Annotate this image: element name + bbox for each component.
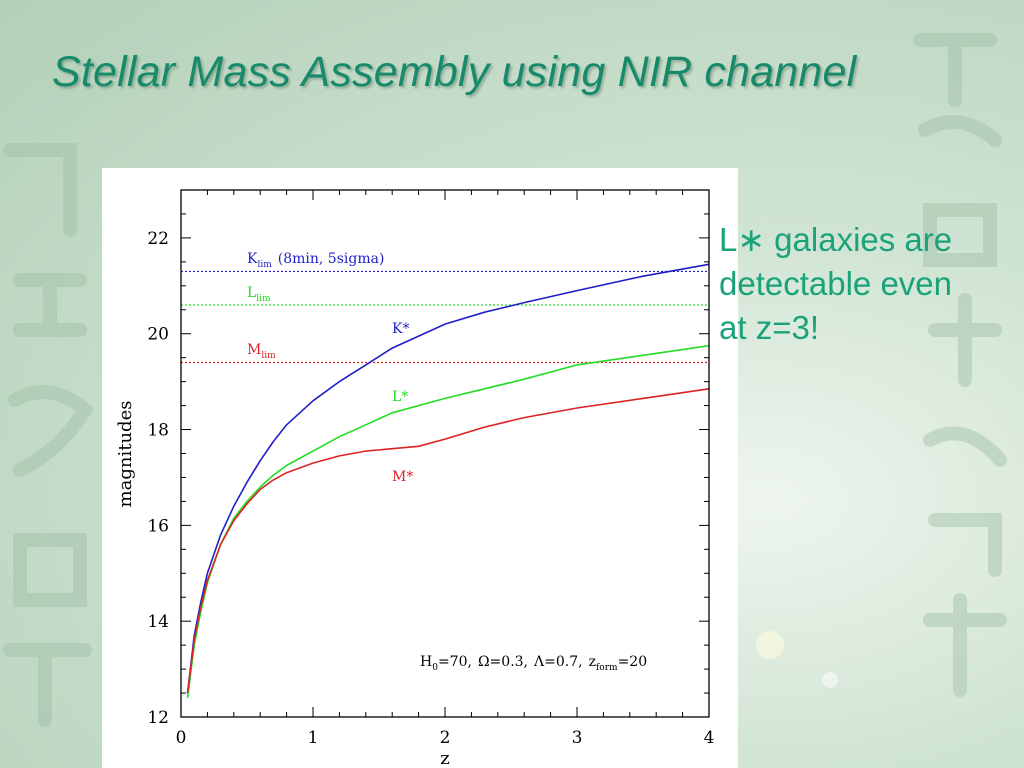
m-lim-sub: lim (261, 351, 276, 361)
x-tick-label: 4 (704, 728, 715, 748)
k-lim-sub: lim (257, 260, 272, 270)
param-lambda: Λ=0.7, (533, 654, 583, 670)
param-z-val: =20 (618, 654, 648, 670)
x-axis-label: z (440, 748, 449, 768)
k-star-label: K* (392, 321, 409, 337)
chart-panel: 0 1 2 3 4 12 14 16 18 20 22 z magnitudes Klim (8min… (102, 168, 738, 768)
side-note-line-3: at z=3! (719, 309, 819, 346)
param-h-val: =70, (438, 654, 472, 670)
x-tick-label: 0 (176, 728, 187, 748)
series-k-star-line (186, 263, 710, 694)
slide-title: Stellar Mass Assembly using NIR channel (52, 48, 857, 96)
m-star-label: M* (392, 469, 413, 485)
y-tick-label: 14 (147, 612, 169, 632)
m-lim-label: Mlim (247, 342, 276, 361)
l-lim-sub: lim (256, 294, 271, 304)
param-h: H (420, 654, 432, 670)
y-tick-label: 16 (147, 516, 169, 536)
cosmology-params: H0=70, Ω=0.3, Λ=0.7, zform=20 (420, 654, 647, 673)
param-omega: Ω=0.3, (478, 654, 528, 670)
m-lim-base: M (247, 342, 261, 358)
l-star-label: L* (392, 389, 408, 405)
side-note-line-1: L∗ galaxies are (719, 221, 953, 258)
l-lim-base: L (247, 285, 256, 301)
k-lim-base: K (247, 251, 258, 267)
x-tick-label: 3 (572, 728, 583, 748)
series-l-star-line (186, 344, 710, 698)
y-tick-label: 18 (147, 421, 169, 441)
param-z-sub: form (596, 663, 618, 673)
param-z: z (589, 654, 596, 670)
y-tick-label: 22 (147, 229, 169, 249)
side-note: L∗ galaxies are detectable even at z=3! (719, 218, 1019, 350)
l-lim-label: Llim (247, 285, 271, 304)
side-note-line-2: detectable even (719, 265, 953, 302)
x-tick-label: 2 (440, 728, 451, 748)
k-lim-label: Klim (8min, 5sigma) (247, 251, 384, 270)
param-h-sub: 0 (432, 663, 438, 673)
y-axis-label: magnitudes (115, 401, 136, 508)
k-lim-extra: (8min, 5sigma) (278, 251, 385, 267)
y-tick-label: 12 (147, 708, 169, 728)
series-m-star-line (186, 388, 710, 694)
y-tick-label: 20 (147, 325, 169, 345)
x-tick-label: 1 (308, 728, 319, 748)
